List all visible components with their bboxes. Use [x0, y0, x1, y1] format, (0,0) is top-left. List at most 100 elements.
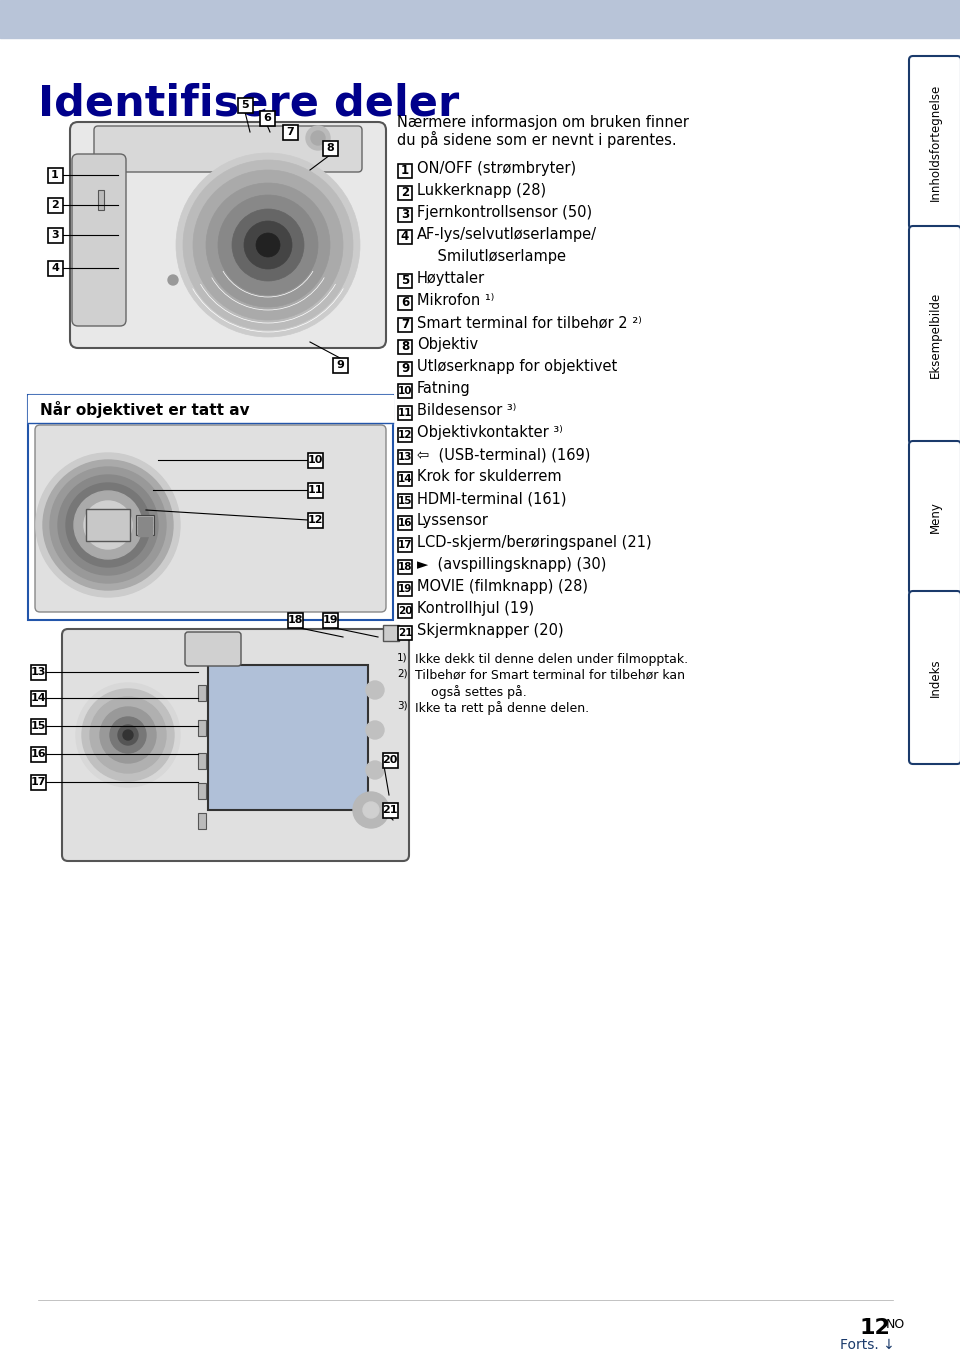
Bar — [138, 517, 152, 520]
Text: Bildesensor ³⁾: Bildesensor ³⁾ — [417, 403, 516, 417]
Circle shape — [183, 159, 353, 330]
Text: Smart terminal for tilbehør 2 ²⁾: Smart terminal for tilbehør 2 ²⁾ — [417, 315, 641, 330]
Text: Forts. ↓: Forts. ↓ — [840, 1337, 895, 1351]
Bar — [136, 515, 154, 535]
Bar — [398, 516, 412, 530]
Text: Mikrofon ¹⁾: Mikrofon ¹⁾ — [417, 293, 494, 308]
Bar — [198, 685, 206, 701]
Text: 6: 6 — [263, 113, 271, 123]
Circle shape — [232, 209, 304, 281]
Bar — [259, 111, 275, 126]
Bar — [31, 665, 45, 680]
Circle shape — [168, 276, 178, 285]
Text: 13: 13 — [397, 453, 412, 462]
Text: Innholdsfortegnelse: Innholdsfortegnelse — [928, 84, 942, 201]
Text: 7: 7 — [401, 319, 409, 331]
Circle shape — [366, 801, 384, 819]
Text: Eksempelbilde: Eksempelbilde — [928, 292, 942, 378]
Bar — [398, 274, 412, 288]
Text: du på sidene som er nevnt i parentes.: du på sidene som er nevnt i parentes. — [397, 131, 677, 149]
Bar — [383, 626, 399, 640]
Text: NO: NO — [886, 1319, 905, 1331]
Circle shape — [218, 195, 318, 295]
Bar — [98, 190, 104, 209]
Bar — [47, 261, 62, 276]
Text: 18: 18 — [287, 615, 302, 626]
Bar — [398, 561, 412, 574]
Bar — [47, 227, 62, 242]
Text: 20: 20 — [397, 607, 412, 616]
Circle shape — [84, 501, 132, 549]
FancyBboxPatch shape — [72, 154, 126, 326]
Text: 12: 12 — [860, 1319, 891, 1337]
Text: 21: 21 — [382, 805, 397, 815]
Text: 19: 19 — [323, 615, 338, 626]
FancyBboxPatch shape — [909, 440, 960, 594]
Text: 4: 4 — [51, 263, 59, 273]
Circle shape — [100, 707, 156, 763]
Bar — [31, 719, 45, 734]
Circle shape — [206, 182, 330, 307]
Circle shape — [58, 476, 158, 576]
Text: Identifisere deler: Identifisere deler — [38, 82, 459, 124]
Bar — [282, 124, 298, 139]
Text: 1): 1) — [397, 653, 408, 663]
Bar — [307, 512, 323, 527]
Text: 12: 12 — [397, 430, 412, 440]
Text: Meny: Meny — [928, 501, 942, 534]
Text: Lyssensor: Lyssensor — [417, 513, 489, 528]
Text: 3: 3 — [51, 230, 59, 240]
Bar — [398, 362, 412, 376]
Text: 2: 2 — [401, 186, 409, 200]
FancyBboxPatch shape — [35, 426, 386, 612]
Bar — [198, 813, 206, 830]
Bar — [398, 407, 412, 420]
Circle shape — [123, 730, 133, 740]
Bar — [398, 317, 412, 332]
Text: Ikke dekk til denne delen under filmopptak.: Ikke dekk til denne delen under filmoppt… — [415, 653, 688, 666]
Text: Krok for skulderrem: Krok for skulderrem — [417, 469, 562, 484]
Text: Objektivkontakter ³⁾: Objektivkontakter ³⁾ — [417, 426, 563, 440]
Bar — [138, 534, 152, 536]
Bar — [198, 720, 206, 736]
Text: Kontrollhjul (19): Kontrollhjul (19) — [417, 601, 534, 616]
Text: Skjermknapper (20): Skjermknapper (20) — [417, 623, 564, 638]
FancyBboxPatch shape — [185, 632, 241, 666]
Text: Nærmere informasjon om bruken finner: Nærmere informasjon om bruken finner — [397, 115, 689, 130]
Bar — [398, 296, 412, 309]
Text: Utløserknapp for objektivet: Utløserknapp for objektivet — [417, 359, 617, 374]
Text: 5: 5 — [241, 100, 249, 109]
Circle shape — [311, 131, 325, 145]
Circle shape — [366, 761, 384, 780]
Text: 19: 19 — [397, 584, 412, 594]
Text: 1: 1 — [401, 165, 409, 177]
FancyBboxPatch shape — [70, 122, 386, 349]
Bar — [323, 141, 338, 155]
Text: Fjernkontrollsensor (50): Fjernkontrollsensor (50) — [417, 205, 592, 220]
Text: 12: 12 — [307, 515, 323, 526]
Bar — [307, 482, 323, 497]
Text: Høyttaler: Høyttaler — [417, 272, 485, 286]
Circle shape — [90, 697, 166, 773]
Bar — [31, 690, 45, 705]
Circle shape — [353, 792, 389, 828]
Bar — [398, 471, 412, 486]
Text: Ikke ta rett på denne delen.: Ikke ta rett på denne delen. — [415, 701, 589, 715]
Text: 17: 17 — [397, 540, 412, 550]
Text: Lukkerknapp (28): Lukkerknapp (28) — [417, 182, 546, 199]
Text: MOVIE (filmknapp) (28): MOVIE (filmknapp) (28) — [417, 580, 588, 594]
Text: 14: 14 — [397, 474, 412, 484]
Circle shape — [110, 717, 146, 753]
Text: AF-lys/selvutløserlampe/: AF-lys/selvutløserlampe/ — [417, 227, 597, 242]
Text: 10: 10 — [307, 455, 323, 465]
Text: ►  (avspillingsknapp) (30): ► (avspillingsknapp) (30) — [417, 557, 607, 571]
Bar — [382, 802, 397, 817]
Bar — [198, 753, 206, 769]
Circle shape — [306, 126, 330, 150]
Text: 11: 11 — [307, 485, 323, 494]
Bar — [398, 163, 412, 178]
Circle shape — [74, 490, 142, 559]
Text: HDMI-terminal (161): HDMI-terminal (161) — [417, 490, 566, 507]
Text: 5: 5 — [401, 274, 409, 288]
Text: ⇦  (USB-terminal) (169): ⇦ (USB-terminal) (169) — [417, 447, 590, 462]
